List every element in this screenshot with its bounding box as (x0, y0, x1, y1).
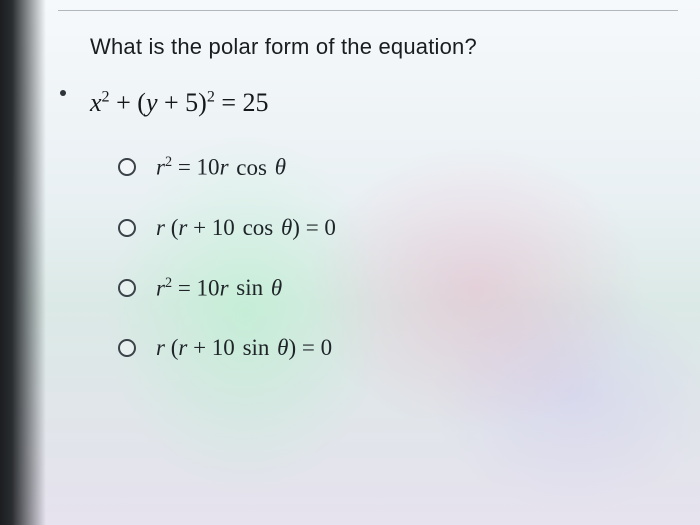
stray-dot (60, 90, 66, 96)
option-c[interactable]: r2 = 10r sin θ (118, 275, 670, 302)
option-label: r (r + 10 cos θ) = 0 (156, 215, 336, 241)
option-label: r2 = 10r cos θ (156, 154, 286, 181)
panel-top-border (58, 10, 678, 11)
radio-icon[interactable] (118, 339, 136, 357)
screen-bezel (0, 0, 46, 525)
option-label: r (r + 10 sin θ) = 0 (156, 335, 332, 361)
radio-icon[interactable] (118, 158, 136, 176)
options-list: r2 = 10r cos θ r (r + 10 cos θ) = 0 r2 =… (90, 154, 670, 361)
option-d[interactable]: r (r + 10 sin θ) = 0 (118, 335, 670, 361)
question-equation: x2 + (y + 5)2 = 25 (90, 88, 670, 118)
option-b[interactable]: r (r + 10 cos θ) = 0 (118, 215, 670, 241)
radio-icon[interactable] (118, 279, 136, 297)
question-prompt: What is the polar form of the equation? (90, 34, 670, 60)
option-label: r2 = 10r sin θ (156, 275, 282, 302)
radio-icon[interactable] (118, 219, 136, 237)
question-panel: What is the polar form of the equation? … (90, 34, 670, 395)
option-a[interactable]: r2 = 10r cos θ (118, 154, 670, 181)
